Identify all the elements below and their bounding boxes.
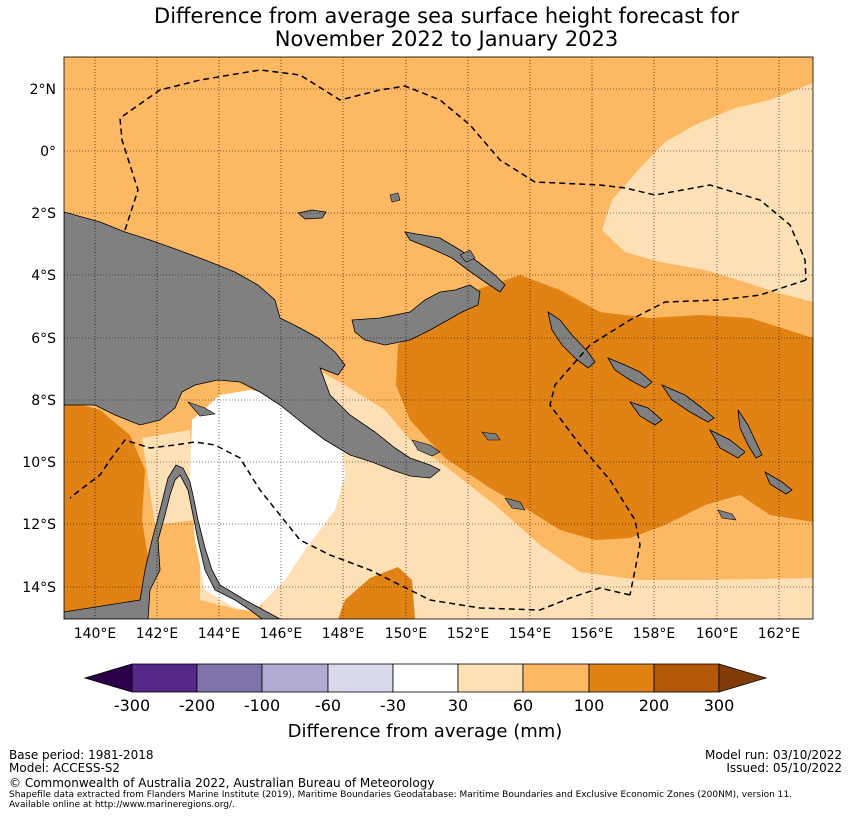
santa-isabel-island bbox=[660, 384, 715, 423]
lat-label: 8°S bbox=[31, 393, 56, 409]
map-title-line-1: Difference from average sea surface heig… bbox=[154, 4, 739, 28]
lat-label: 6°S bbox=[31, 331, 56, 347]
colorbar-segment bbox=[196, 663, 263, 693]
model-run-date: Model run: 03/10/2022 bbox=[704, 748, 842, 762]
copyright-notice: © Commonwealth of Australia 2022, Austra… bbox=[9, 776, 435, 790]
bougainville-island bbox=[547, 311, 596, 369]
lat-label: 4°S bbox=[31, 268, 56, 284]
colorbar-tick: -30 bbox=[380, 696, 406, 715]
base-period: Base period: 1981-2018 bbox=[9, 748, 154, 762]
lon-label: 140°E bbox=[74, 626, 117, 642]
lon-label: 146°E bbox=[260, 626, 303, 642]
colorbar-segment bbox=[588, 663, 655, 693]
eez-boundaries bbox=[69, 69, 807, 611]
lon-label: 148°E bbox=[322, 626, 365, 642]
model-name: Model: ACCESS-S2 bbox=[9, 761, 121, 775]
longitude-axis: 140°E 142°E 144°E 146°E 148°E 150°E 152°… bbox=[74, 626, 801, 642]
anomaly-band-100-200-west bbox=[64, 400, 150, 619]
colorbar-tick: 100 bbox=[574, 696, 605, 715]
anomaly-band-30-60-south bbox=[260, 360, 813, 619]
cape-york-landmass bbox=[64, 464, 281, 619]
small-island bbox=[459, 249, 476, 263]
new-guinea-landmass bbox=[64, 211, 441, 479]
new-ireland-island bbox=[404, 231, 506, 293]
lat-label: 2°S bbox=[31, 206, 56, 222]
colorbar-tick: 30 bbox=[448, 696, 468, 715]
lat-label: 0° bbox=[40, 144, 56, 160]
anomaly-band-100-200-central bbox=[396, 275, 813, 540]
colorbar-segment bbox=[522, 663, 590, 693]
map-frame bbox=[63, 56, 814, 620]
map-area bbox=[64, 57, 813, 619]
issued-date: Issued: 05/10/2022 bbox=[726, 761, 842, 775]
colorbar-label: Difference from average (mm) bbox=[288, 721, 563, 742]
lon-label: 142°E bbox=[136, 626, 179, 642]
latitude-axis: 2°N 0° 2°S 4°S 6°S 8°S 10°S 12°S 14°S bbox=[22, 82, 56, 596]
lon-label: 162°E bbox=[758, 626, 801, 642]
colorbar-tick: -60 bbox=[315, 696, 341, 715]
lon-label: 158°E bbox=[633, 626, 676, 642]
lon-label: 154°E bbox=[509, 626, 552, 642]
rennell-island bbox=[717, 509, 737, 521]
map-title-line-2: November 2022 to January 2023 bbox=[274, 27, 619, 51]
graticule bbox=[64, 57, 813, 619]
colorbar-tick: -200 bbox=[179, 696, 215, 715]
colorbar-tick: 200 bbox=[639, 696, 670, 715]
lon-label: 152°E bbox=[447, 626, 490, 642]
torres-strait-islands bbox=[187, 401, 216, 417]
colorbar-segment bbox=[653, 663, 720, 693]
malaita-island bbox=[737, 409, 763, 459]
small-island bbox=[389, 192, 401, 203]
small-island bbox=[481, 431, 501, 441]
lon-label: 150°E bbox=[385, 626, 428, 642]
lat-label: 2°N bbox=[30, 82, 56, 98]
colorbar-segment bbox=[131, 663, 198, 693]
lon-label: 144°E bbox=[198, 626, 241, 642]
manus-island bbox=[297, 209, 327, 220]
choiseul-island bbox=[607, 357, 653, 389]
colorbar-segment bbox=[392, 663, 459, 693]
lat-label: 14°S bbox=[22, 580, 56, 596]
guadalcanal-island bbox=[709, 429, 746, 459]
shapefile-credit-line-1: Shapefile data extracted from Flanders M… bbox=[9, 790, 792, 800]
dentrecasteaux-islands bbox=[411, 439, 441, 457]
colorbar-tick: -300 bbox=[114, 696, 150, 715]
colorbar-segment bbox=[261, 663, 329, 693]
louisiade-islands bbox=[504, 497, 526, 511]
colorbar-tick: 300 bbox=[704, 696, 735, 715]
new-georgia-island bbox=[628, 401, 663, 426]
colorbar-extend-high bbox=[718, 663, 768, 693]
colorbar-segment bbox=[327, 663, 394, 693]
colorbar: -300 -200 -100 -60 -30 30 60 100 200 300… bbox=[83, 663, 768, 742]
colorbar-extend-low bbox=[83, 663, 133, 693]
lat-label: 12°S bbox=[22, 517, 56, 533]
colorbar-segment bbox=[457, 663, 524, 693]
lon-label: 156°E bbox=[571, 626, 614, 642]
new-britain-island bbox=[351, 284, 481, 346]
colorbar-tick: -100 bbox=[244, 696, 280, 715]
anomaly-band-30-60-northeast bbox=[602, 83, 813, 302]
lon-label: 160°E bbox=[696, 626, 739, 642]
colorbar-tick: 60 bbox=[513, 696, 533, 715]
anomaly-band-100-200-south-patch bbox=[338, 567, 415, 619]
anomaly-band-neutral bbox=[190, 390, 345, 612]
lat-label: 10°S bbox=[22, 455, 56, 471]
shapefile-credit-line-2: Available online at http://www.marinereg… bbox=[9, 800, 235, 810]
